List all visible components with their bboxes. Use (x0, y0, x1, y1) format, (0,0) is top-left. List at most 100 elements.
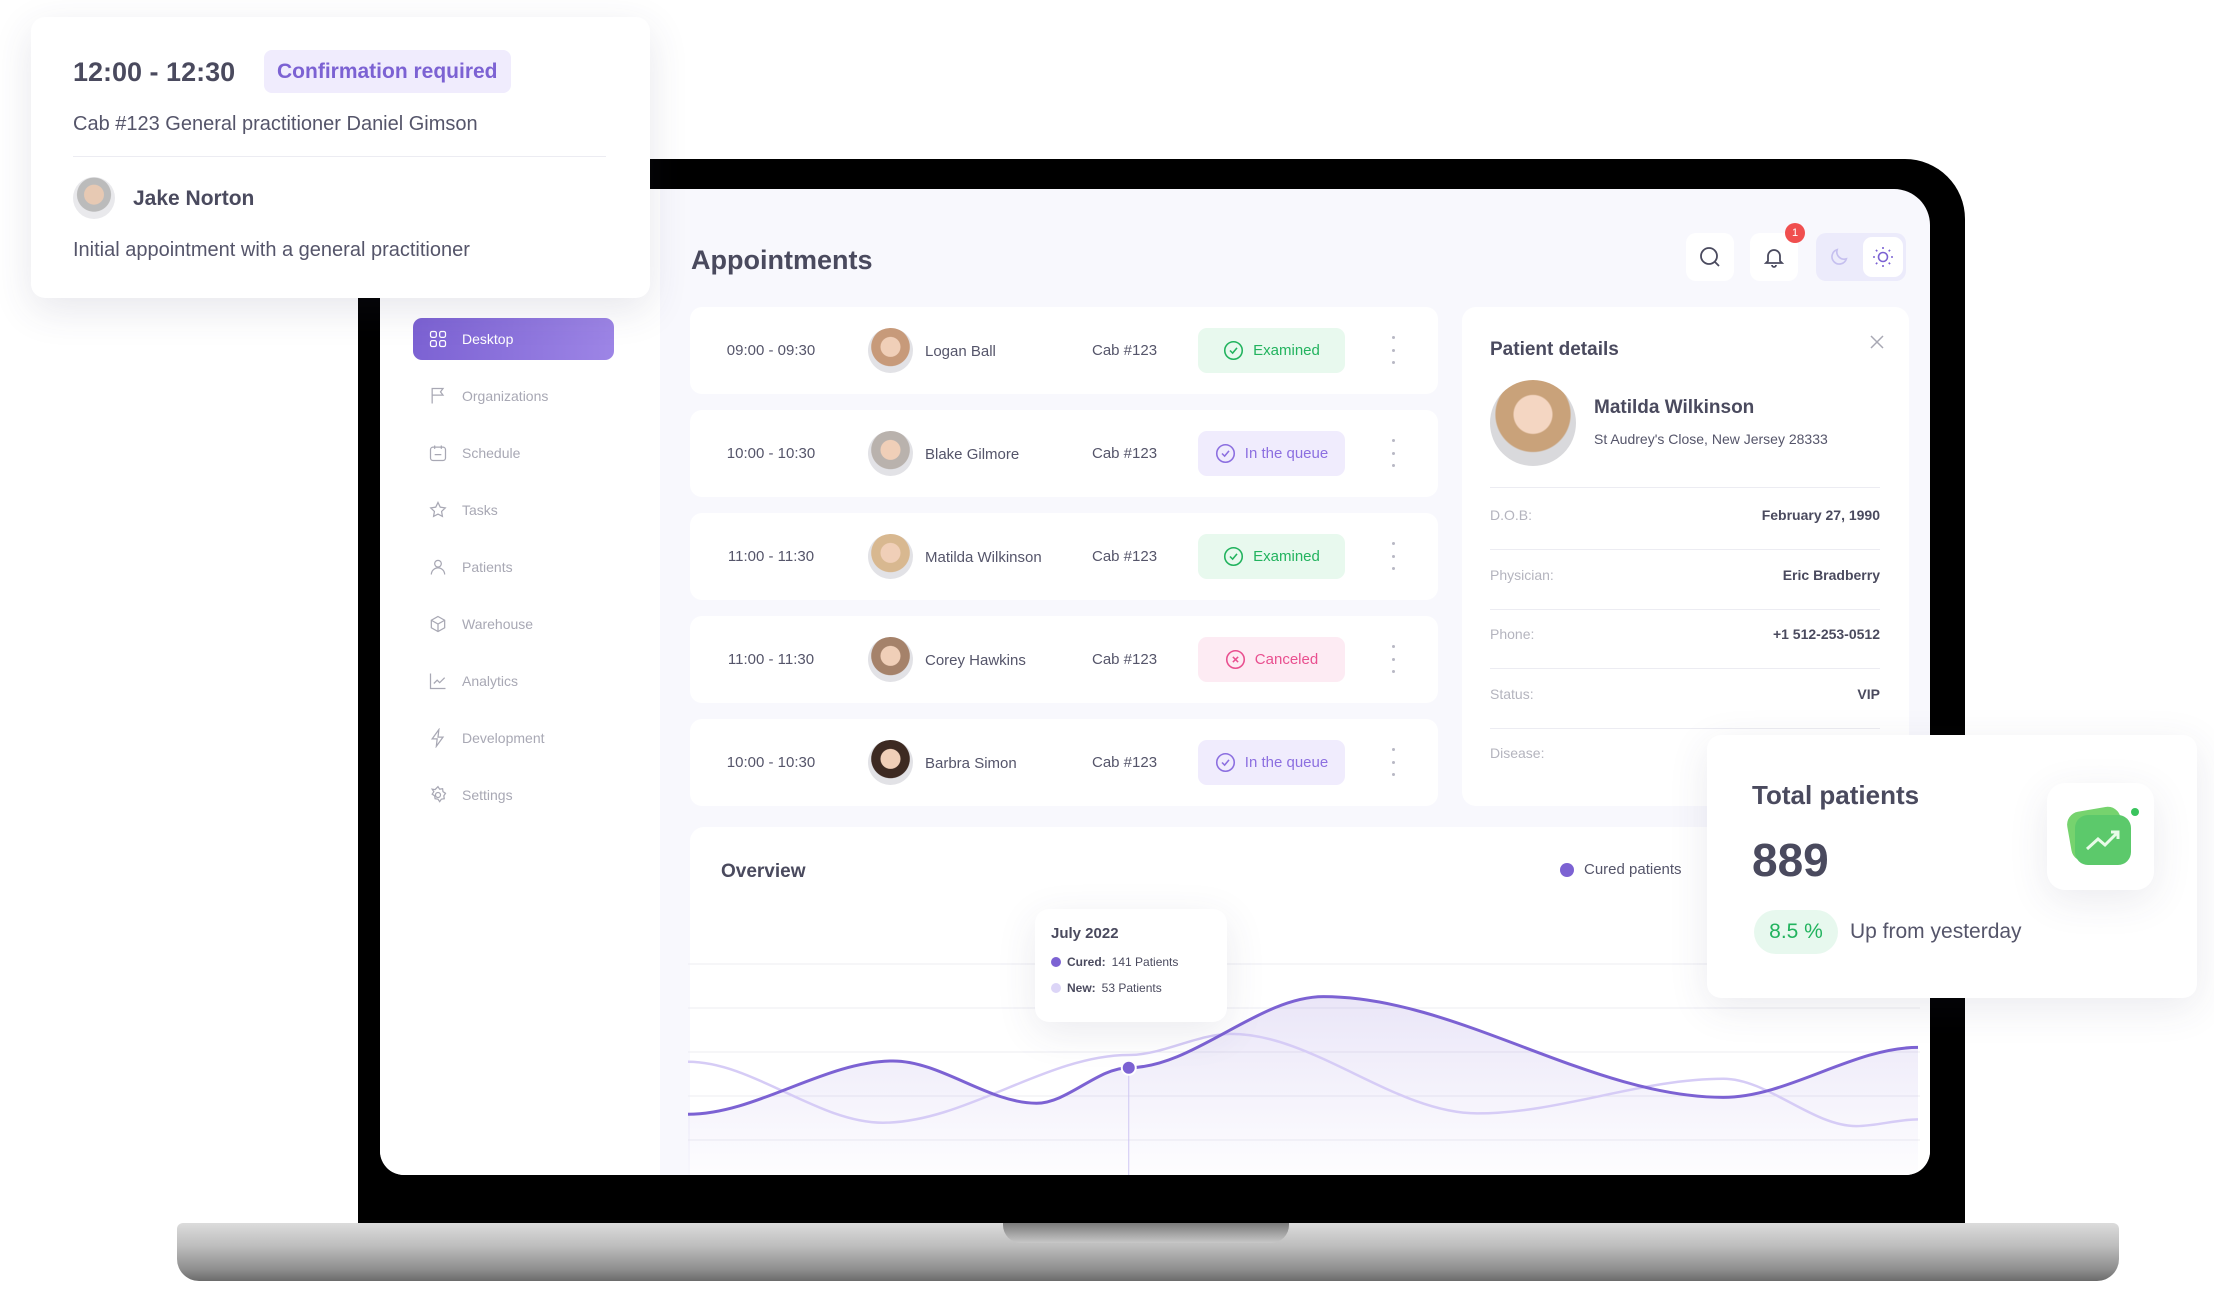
more-options-button[interactable] (1386, 542, 1400, 570)
field-value: +1 512-253-0512 (1772, 626, 1880, 642)
chart-icon (429, 673, 446, 690)
divider (73, 156, 606, 157)
more-options-button[interactable] (1386, 748, 1400, 776)
more-options-button[interactable] (1386, 439, 1400, 467)
sidebar: Desktop Organizations Schedule Tasks Patient… (380, 189, 660, 1175)
divider (1490, 608, 1880, 610)
sidebar-item-schedule[interactable]: Schedule (413, 432, 614, 474)
notifications-button[interactable]: 1 (1750, 223, 1805, 281)
patient-avatar (73, 177, 115, 219)
tooltip-title: July 2022 (1051, 925, 1119, 942)
sidebar-item-tasks[interactable]: Tasks (413, 489, 614, 531)
sidebar-item-label: Warehouse (462, 616, 534, 632)
moon-icon[interactable] (1828, 246, 1850, 268)
field-label: Disease: (1490, 745, 1545, 761)
sidebar-item-label: Patients (462, 559, 513, 575)
notification-patient: Jake Norton (133, 187, 255, 210)
confirmation-badge: Confirmation required (264, 50, 511, 93)
sidebar-item-settings[interactable]: Settings (413, 774, 614, 816)
appointment-row[interactable]: 11:00 - 11:30 Matilda Wilkinson Cab #123… (690, 513, 1438, 600)
patient-field: Phone: +1 512-253-0512 (1490, 626, 1880, 642)
cabinet: Cab #123 (1092, 754, 1158, 771)
field-label: Status: (1490, 685, 1534, 702)
sidebar-item-development[interactable]: Development (413, 717, 614, 759)
patient-name: Matilda Wilkinson (1594, 397, 1755, 418)
patient-name: Blake Gilmore (925, 446, 1020, 463)
total-patients-value: 889 (1752, 834, 1829, 886)
divider (1490, 668, 1880, 669)
status-badge: Examined (1198, 328, 1345, 373)
status-label: In the queue (1244, 754, 1329, 771)
status-badge: In the queue (1198, 740, 1345, 785)
notification-location: Cab #123 General practitioner Daniel Gim… (73, 113, 478, 135)
star-icon (429, 501, 447, 518)
field-label: Physician: (1490, 566, 1554, 583)
patient-field: Physician: Eric Bradberry (1490, 567, 1880, 583)
divider (1490, 727, 1880, 729)
sidebar-item-warehouse[interactable]: Warehouse (413, 603, 614, 645)
gear-icon (430, 785, 447, 803)
check-circle-icon (1224, 340, 1244, 361)
patient-name: Corey Hawkins (925, 652, 1026, 669)
status-label: In the queue (1244, 445, 1329, 462)
sidebar-item-desktop[interactable]: Desktop (413, 318, 614, 360)
search-button[interactable] (1686, 233, 1734, 281)
appointment-time: 10:00 - 10:30 (726, 445, 816, 462)
sidebar-item-label: Tasks (462, 502, 498, 518)
change-badge: 8.5 % (1754, 910, 1838, 954)
overview-chart (688, 963, 1920, 1175)
tooltip-new-value: 53 Patients (1101, 981, 1162, 995)
field-value: February 27, 1990 (1761, 507, 1880, 523)
patient-name: Matilda Wilkinson (925, 549, 1042, 566)
appointment-row[interactable]: 10:00 - 10:30 Blake Gilmore Cab #123 In … (690, 410, 1438, 497)
appointment-notification-card[interactable]: 12:00 - 12:30 Confirmation required Cab … (31, 17, 650, 298)
sidebar-item-organizations[interactable]: Organizations (413, 375, 614, 417)
notification-time: 12:00 - 12:30 (73, 57, 236, 87)
field-value: VIP (1857, 685, 1880, 702)
change-label: Up from yesterday (1850, 920, 2022, 943)
more-options-button[interactable] (1386, 645, 1400, 673)
more-options-button[interactable] (1386, 336, 1400, 364)
grid-icon (429, 330, 447, 348)
patient-avatar (868, 328, 913, 373)
sidebar-item-label: Desktop (462, 331, 514, 347)
x-circle-icon (1225, 649, 1245, 670)
patient-avatar (868, 740, 913, 785)
theme-toggle[interactable] (1816, 233, 1906, 281)
notification-description: Initial appointment with a general pract… (73, 239, 470, 261)
patient-avatar (868, 637, 913, 682)
legend-dot (1560, 862, 1574, 877)
total-patients-title: Total patients (1752, 780, 1920, 810)
close-icon[interactable] (1869, 334, 1885, 350)
sidebar-item-patients[interactable]: Patients (413, 546, 614, 588)
tooltip-cured-label: Cured: (1067, 955, 1106, 969)
sidebar-item-analytics[interactable]: Analytics (413, 660, 614, 702)
status-badge: Examined (1198, 534, 1345, 579)
appointment-row[interactable]: 11:00 - 11:30 Corey Hawkins Cab #123 Can… (690, 616, 1438, 703)
patient-field: D.O.B: February 27, 1990 (1490, 507, 1880, 523)
field-label: D.O.B: (1490, 507, 1533, 523)
status-label: Canceled (1254, 651, 1319, 668)
appointment-time: 10:00 - 10:30 (726, 754, 816, 771)
patient-avatar (868, 534, 913, 579)
patient-field: Disease: (1490, 745, 1880, 761)
user-icon (430, 559, 446, 575)
appointment-row[interactable]: 09:00 - 09:30 Logan Ball Cab #123 Examin… (690, 307, 1438, 394)
sidebar-item-label: Analytics (462, 673, 519, 689)
check-circle-icon (1215, 443, 1235, 464)
divider (1490, 549, 1880, 550)
cabinet: Cab #123 (1092, 342, 1158, 359)
overview-title: Overview (721, 861, 806, 882)
sun-icon[interactable] (1871, 245, 1895, 269)
data-point[interactable] (1120, 1059, 1137, 1076)
appointment-row[interactable]: 10:00 - 10:30 Barbra Simon Cab #123 In t… (690, 719, 1438, 806)
series-line-cured (688, 995, 1919, 1116)
search-icon (1700, 247, 1720, 267)
notification-count-badge: 1 (1785, 223, 1805, 243)
patient-details-card: Patient details Matilda Wilkinson St Aud… (1462, 307, 1909, 806)
sidebar-item-label: Development (462, 730, 545, 746)
bell-icon (1763, 249, 1785, 268)
patient-name: Barbra Simon (925, 755, 1017, 772)
patient-avatar (1490, 380, 1576, 466)
status-label: Examined (1253, 342, 1320, 359)
